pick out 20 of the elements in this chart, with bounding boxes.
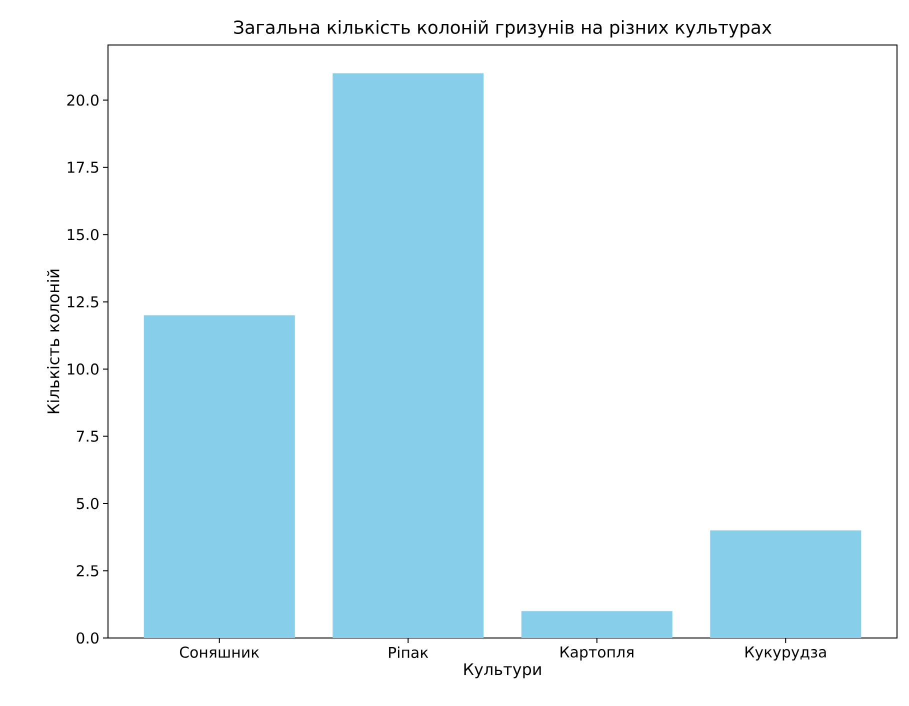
- y-tick-label: 2.5: [76, 565, 98, 576]
- bar: [710, 530, 862, 638]
- x-axis-title: Культури: [464, 663, 541, 678]
- bar: [332, 73, 484, 638]
- x-tick-label: Ріпак: [389, 646, 428, 658]
- y-tick-label: 5.0: [76, 498, 98, 510]
- y-tick-label: 20.0: [67, 94, 98, 106]
- x-tick-label: Кукурудза: [746, 646, 826, 661]
- bar: [144, 315, 295, 638]
- chart-title: Загальна кількість колоній гризунів на різних культурах: [234, 20, 772, 38]
- y-tick-label: 12.5: [68, 296, 98, 308]
- bar: [521, 611, 672, 638]
- y-tick-label: 0.0: [76, 632, 98, 644]
- x-tick-label: Соняшник: [180, 646, 260, 658]
- y-tick-label: 10.0: [68, 363, 98, 375]
- y-tick-label: 7.5: [76, 430, 98, 442]
- y-tick-label: 17.5: [68, 162, 98, 173]
- y-tick-label: 15.0: [68, 228, 98, 240]
- y-axis-title: Кількість колоній: [47, 270, 60, 414]
- x-tick-label: Картопля: [560, 646, 634, 661]
